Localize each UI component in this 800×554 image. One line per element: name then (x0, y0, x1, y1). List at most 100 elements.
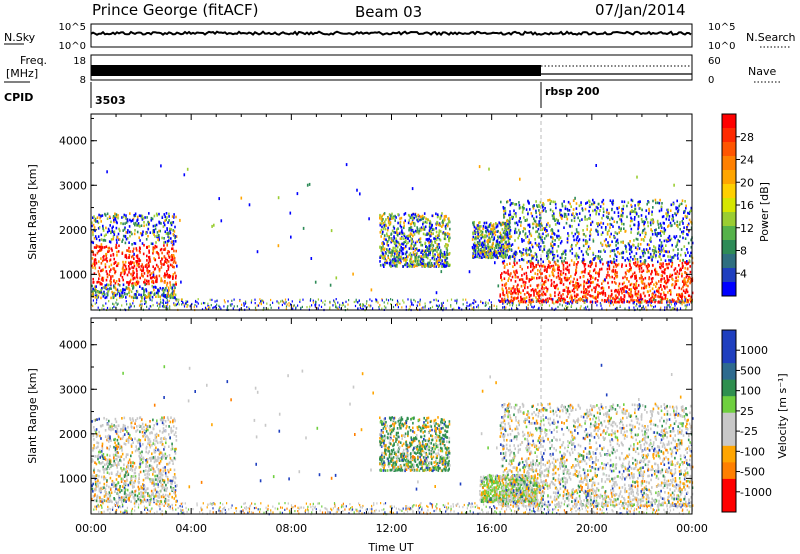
scatter-cell (379, 256, 381, 259)
scatter-cell (588, 280, 591, 283)
scatter-cell (423, 250, 426, 254)
scatter-cell (688, 212, 691, 215)
scatter-cell (553, 255, 556, 258)
scatter-cell (411, 216, 413, 220)
scatter-cell (429, 223, 431, 226)
scatter-cell (660, 205, 663, 209)
scatter-cell (161, 279, 163, 283)
scatter-cell (613, 211, 616, 214)
scatter-cell (550, 200, 552, 203)
scatter-cell (438, 254, 440, 258)
scatter-cell (651, 287, 654, 290)
scatter-cell (495, 222, 497, 225)
scatter-cell (381, 247, 384, 251)
scatter-cell (679, 259, 681, 262)
scatter-cell (477, 252, 480, 256)
scatter-cell (689, 281, 691, 285)
scatter-cell (396, 228, 398, 231)
scatter-cell (516, 223, 519, 227)
scatter-cell (129, 234, 131, 238)
scatter-cell (140, 214, 142, 218)
scatter-cell (569, 249, 572, 253)
scatter-cell (672, 255, 675, 258)
scatter-cell (522, 203, 525, 207)
scatter-cell (566, 295, 568, 298)
scatter-cell (588, 209, 590, 213)
scatter-cell (666, 275, 668, 278)
scatter-cell (153, 229, 155, 232)
scatter-cell (645, 301, 648, 304)
scatter-cell (400, 226, 403, 229)
scatter-cell (684, 295, 686, 299)
scatter-cell (171, 240, 173, 243)
scatter-cell (136, 264, 139, 267)
scatter-cell (105, 252, 108, 256)
scatter-cell (558, 265, 560, 269)
scatter-cell (658, 244, 660, 247)
scatter-cell (481, 241, 483, 245)
scatter-cell (638, 207, 641, 210)
scatter-cell (382, 227, 385, 230)
scatter-cell (416, 230, 419, 233)
scatter-cell (441, 221, 443, 224)
scatter-cell (491, 224, 493, 227)
scatter-cell (542, 264, 545, 268)
scatter-cell (668, 215, 671, 218)
scatter-cell (442, 231, 445, 234)
scatter-cell (535, 264, 537, 267)
scatter-cell (602, 210, 605, 214)
scatter-cell (91, 294, 93, 297)
scatter-cell (602, 287, 605, 290)
beam-title: Beam 03 (355, 3, 422, 21)
scatter-cell (147, 269, 149, 273)
scatter-cell (105, 278, 108, 282)
scatter-cell (518, 288, 520, 291)
scatter-cell (124, 241, 127, 245)
scatter-cell (589, 300, 592, 304)
scatter-cell (137, 222, 140, 225)
scatter-cell (620, 229, 622, 232)
scatter-cell (553, 268, 556, 272)
scatter-cell (444, 235, 446, 238)
scatter-cell (172, 242, 175, 246)
scatter-cell (528, 300, 531, 304)
scatter-cell (478, 244, 481, 247)
scatter-cell (97, 290, 99, 294)
scatter-cell (125, 231, 127, 234)
scatter-cell (654, 246, 657, 250)
speckle-cell (355, 300, 357, 303)
scatter-cell (104, 214, 107, 217)
scatter-cell (479, 233, 482, 237)
scatter-cell (648, 277, 650, 281)
scatter-cell (560, 278, 563, 281)
speckle-cell (519, 302, 521, 305)
scatter-cell (173, 291, 175, 295)
scatter-cell (557, 287, 559, 291)
scatter-cell (529, 225, 531, 229)
scatter-cell (498, 251, 500, 255)
speckle-cell (345, 300, 347, 303)
scatter-cell (489, 223, 491, 226)
scatter-cell (629, 252, 631, 255)
scatter-cell (595, 264, 597, 268)
speckle-cell (347, 308, 349, 311)
scatter-cell (157, 252, 159, 255)
scatter-cell (504, 229, 507, 232)
scatter-cell (604, 228, 607, 231)
scatter-cell (447, 244, 449, 247)
scatter-cell (669, 260, 672, 263)
scatter-cell (669, 293, 672, 296)
scatter-cell (493, 251, 496, 254)
scatter-cell (148, 249, 150, 253)
scatter-cell (530, 254, 533, 257)
scatter-cell (608, 211, 610, 215)
scatter-cell (385, 224, 388, 228)
scatter-cell (621, 300, 624, 304)
scatter-cell (158, 256, 160, 259)
scatter-cell (396, 265, 398, 268)
scatter-cell (447, 232, 449, 235)
scatter-cell (129, 262, 131, 265)
scatter-cell (557, 219, 559, 223)
speckle-cell (628, 307, 630, 310)
scatter-cell (541, 272, 543, 275)
